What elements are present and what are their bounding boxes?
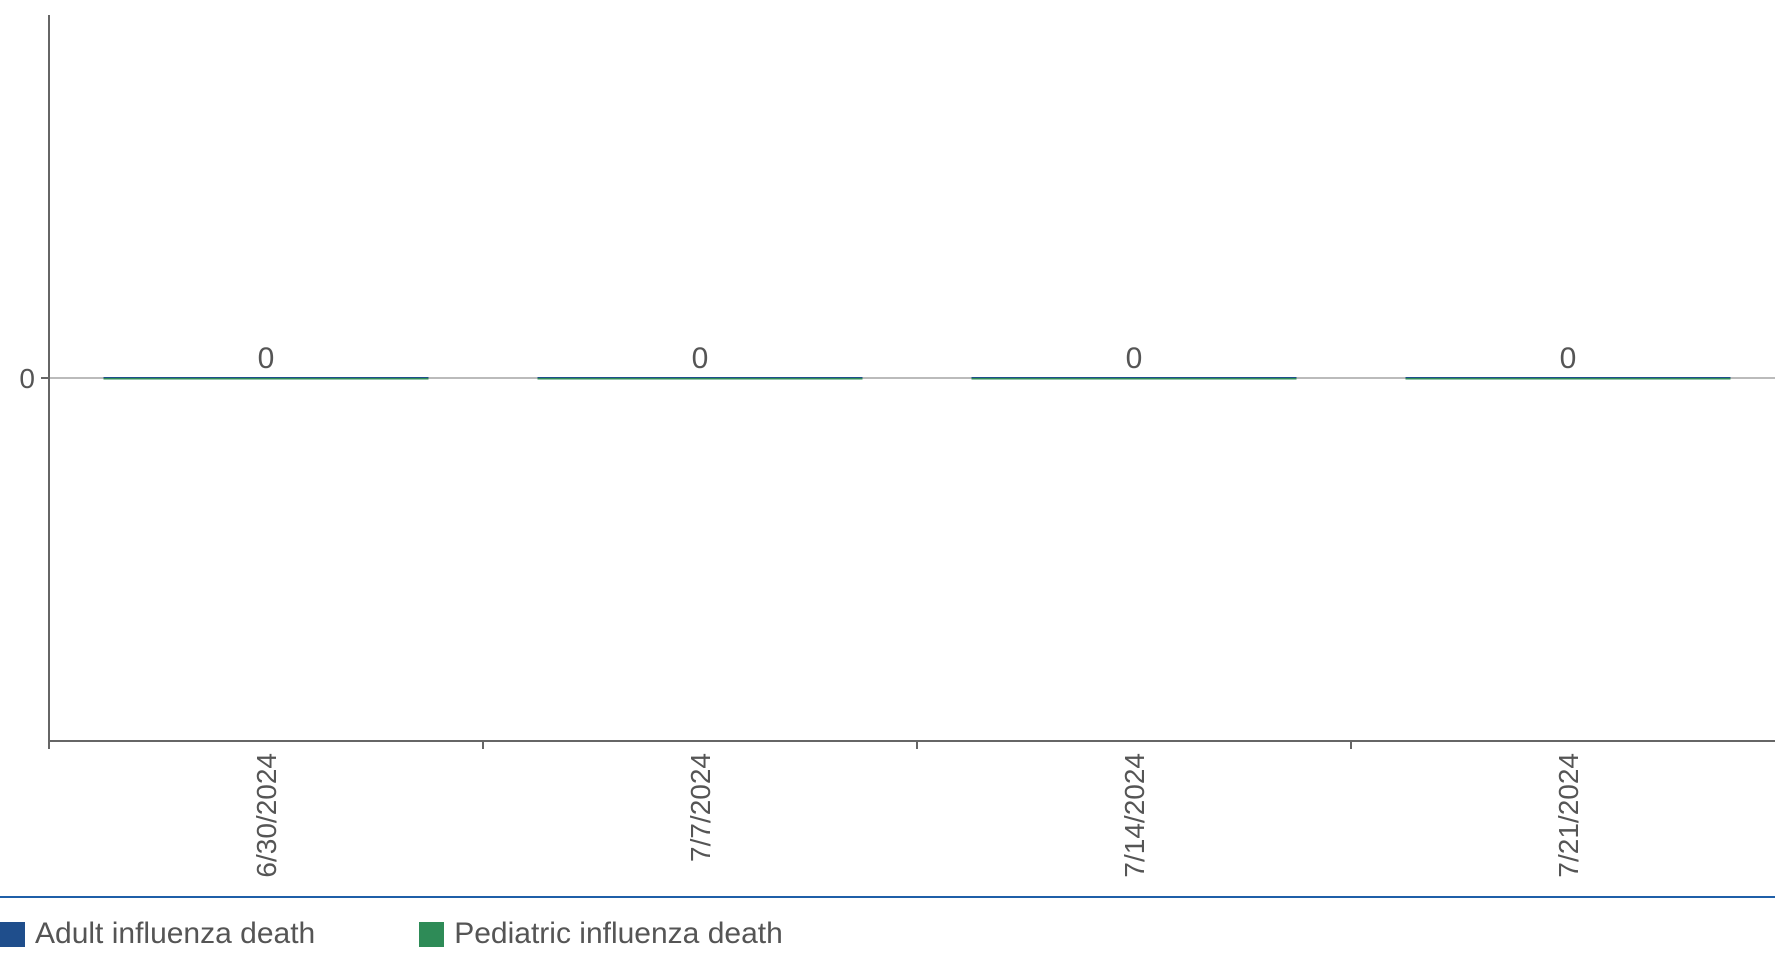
x-tick-label: 7/21/2024 (1553, 753, 1584, 878)
bar-pediatric (971, 378, 1297, 380)
data-label: 0 (1560, 342, 1577, 375)
data-label: 0 (1126, 342, 1143, 375)
bar-adult (971, 377, 1297, 379)
data-label: 0 (258, 342, 275, 375)
bar-pediatric (537, 378, 863, 380)
bar-adult (103, 377, 429, 379)
bar-pediatric (103, 378, 429, 380)
data-label: 0 (692, 342, 709, 375)
legend: Adult influenza death Pediatric influenz… (0, 914, 887, 954)
y-tick-label: 0 (19, 363, 35, 394)
legend-swatch-pediatric (419, 921, 445, 947)
legend-item-pediatric[interactable]: Pediatric influenza death (419, 917, 783, 951)
bar-adult (537, 377, 863, 379)
bar-pediatric (1405, 378, 1731, 380)
x-tick-label: 7/14/2024 (1119, 753, 1150, 878)
x-tick-label: 6/30/2024 (251, 753, 282, 878)
x-tick-label: 7/7/2024 (685, 753, 716, 862)
chart-canvas: 0 0 6/30/2024 0 7/7/2024 0 7/14/2024 0 7/21/2024 (0, 15, 1775, 898)
legend-swatch-adult (0, 921, 25, 947)
bar-adult (1405, 377, 1731, 379)
legend-item-adult[interactable]: Adult influenza death (0, 917, 315, 951)
legend-label-pediatric: Pediatric influenza death (454, 917, 783, 950)
legend-label-adult: Adult influenza death (35, 917, 316, 950)
